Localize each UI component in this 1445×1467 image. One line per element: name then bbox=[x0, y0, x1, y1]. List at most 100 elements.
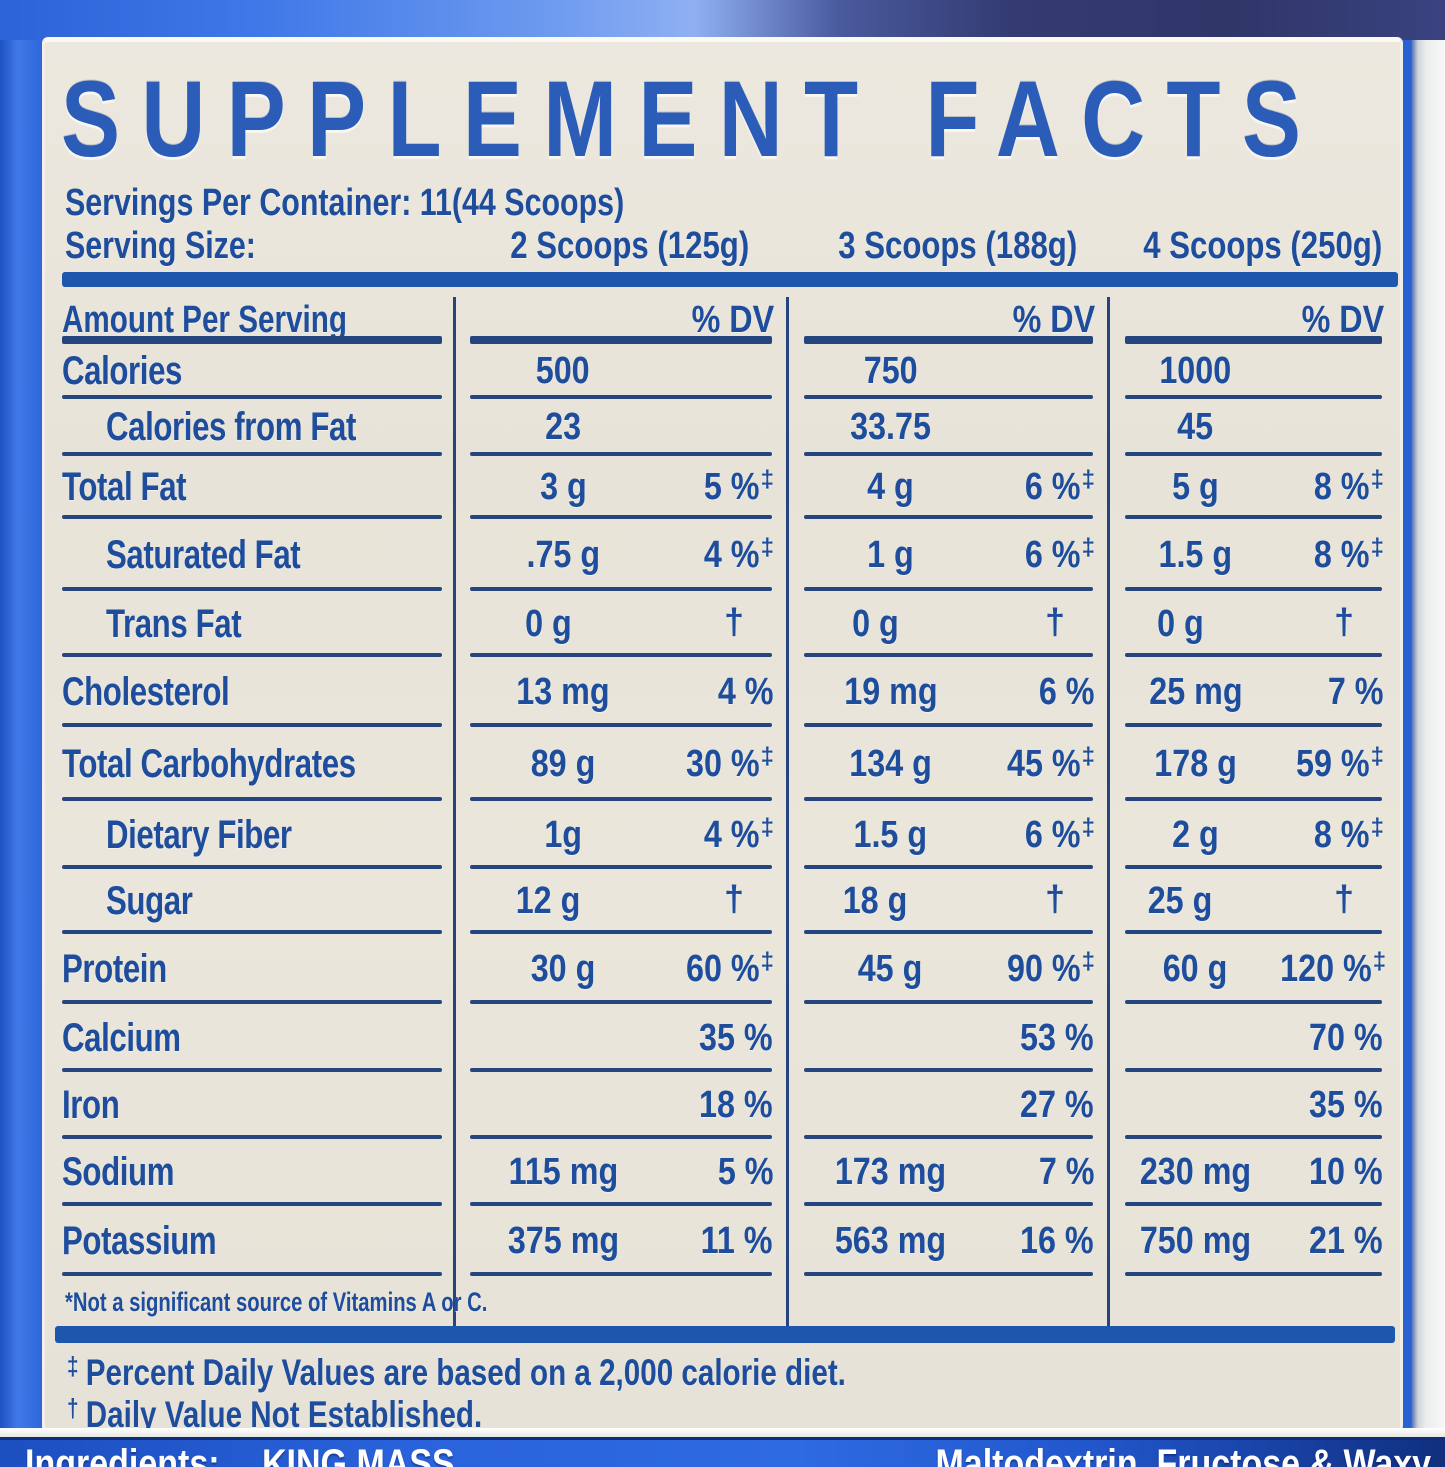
name-cell: Calcium bbox=[62, 1004, 454, 1072]
ingredients-label: Ingredients: bbox=[25, 1442, 220, 1467]
row-separator bbox=[804, 452, 1093, 456]
table-row-calcium: Calcium 35 % 53 % 70 % bbox=[62, 1004, 1398, 1072]
header-divider-bar bbox=[62, 272, 1398, 287]
value-cell-serving-3: 2 g 8 %‡ bbox=[1109, 801, 1398, 869]
table-rows: Calories 500 750 1000 Calories from Fat … bbox=[62, 344, 1398, 1276]
row-separator bbox=[470, 930, 772, 934]
row-separator bbox=[62, 515, 442, 519]
row-separator bbox=[470, 653, 772, 657]
value-cell-serving-1: 35 % bbox=[454, 1004, 788, 1072]
name-cell: Protein bbox=[62, 934, 454, 1004]
value-cell-serving-3: 25 g † bbox=[1109, 869, 1398, 934]
name-cell: Trans Fat bbox=[62, 591, 454, 657]
value-cell-serving-3: 5 g 8 %‡ bbox=[1109, 456, 1398, 519]
name-cell: Saturated Fat bbox=[62, 519, 454, 591]
row-separator bbox=[804, 515, 1093, 519]
row-separator bbox=[1125, 395, 1382, 399]
value-cell-serving-1: 115 mg 5 % bbox=[454, 1139, 788, 1206]
row-separator bbox=[62, 1135, 442, 1139]
value-cell-serving-2: 45 g 90 %‡ bbox=[788, 934, 1109, 1004]
row-separator bbox=[804, 797, 1093, 801]
row-separator bbox=[804, 1135, 1093, 1139]
row-separator bbox=[62, 452, 442, 456]
name-cell: Calories bbox=[62, 344, 454, 399]
row-separator bbox=[62, 723, 442, 727]
row-separator bbox=[470, 1135, 772, 1139]
value-cell-serving-3: 750 mg 21 % bbox=[1109, 1206, 1398, 1276]
table-row-iron: Iron 18 % 27 % 35 % bbox=[62, 1072, 1398, 1139]
table-row-potassium: Potassium 375 mg 11 % 563 mg 16 % 750 mg… bbox=[62, 1206, 1398, 1276]
row-separator bbox=[62, 587, 442, 591]
name-cell: Calories from Fat bbox=[62, 399, 454, 456]
value-cell-serving-2: 1 g 6 %‡ bbox=[788, 519, 1109, 591]
table-row-cholesterol: Cholesterol 13 mg 4 % 19 mg 6 % 25 mg 7 … bbox=[62, 657, 1398, 727]
value-cell-serving-3: 35 % bbox=[1109, 1072, 1398, 1139]
row-separator bbox=[804, 653, 1093, 657]
ingredients-fragment-king-mass: KING MASS bbox=[262, 1442, 455, 1467]
value-cell-serving-3: 45 bbox=[1109, 399, 1398, 456]
row-separator bbox=[1125, 452, 1382, 456]
row-separator bbox=[470, 515, 772, 519]
nutrition-table: Amount Per Serving % DV % DV % DV Calori… bbox=[62, 297, 1398, 1276]
value-cell-serving-3: 0 g † bbox=[1109, 591, 1398, 657]
table-row-calories-from-fat: Calories from Fat 23 33.75 45 bbox=[62, 399, 1398, 456]
value-cell-serving-1: 23 bbox=[454, 399, 788, 456]
row-separator bbox=[62, 1068, 442, 1072]
serving-size-option-1: 2 Scoops (125g) bbox=[510, 225, 750, 267]
column-divider-3 bbox=[1107, 297, 1110, 1326]
row-separator bbox=[1125, 1000, 1382, 1004]
row-separator bbox=[62, 1000, 442, 1004]
row-separator bbox=[62, 1272, 442, 1276]
value-cell-serving-2: 563 mg 16 % bbox=[788, 1206, 1109, 1276]
double-dagger-symbol: ‡ bbox=[67, 1351, 79, 1381]
value-cell-serving-2: 18 g † bbox=[788, 869, 1109, 934]
row-separator bbox=[62, 395, 442, 399]
row-separator bbox=[1125, 653, 1382, 657]
row-separator bbox=[62, 930, 442, 934]
row-separator bbox=[470, 1068, 772, 1072]
row-separator bbox=[804, 1068, 1093, 1072]
row-separator bbox=[1125, 515, 1382, 519]
row-separator bbox=[1125, 930, 1382, 934]
name-cell: Dietary Fiber bbox=[62, 801, 454, 869]
serving-size-label: Serving Size: bbox=[65, 225, 256, 267]
row-separator bbox=[470, 1000, 772, 1004]
row-separator bbox=[1125, 1135, 1382, 1139]
row-separator bbox=[62, 797, 442, 801]
row-separator bbox=[1125, 1068, 1382, 1072]
dv-header-col-2: % DV bbox=[788, 297, 1109, 344]
row-separator bbox=[1125, 797, 1382, 801]
bottle-right-glare bbox=[1398, 0, 1445, 1467]
value-cell-serving-1: 1g 4 %‡ bbox=[454, 801, 788, 869]
value-cell-serving-3: 70 % bbox=[1109, 1004, 1398, 1072]
dv-header-col-3: % DV bbox=[1109, 297, 1398, 344]
row-separator bbox=[1125, 865, 1382, 869]
table-header-row: Amount Per Serving % DV % DV % DV bbox=[62, 297, 1398, 344]
value-cell-serving-2: 53 % bbox=[788, 1004, 1109, 1072]
name-cell: Sodium bbox=[62, 1139, 454, 1206]
value-cell-serving-2: 0 g † bbox=[788, 591, 1109, 657]
value-cell-serving-3: 60 g 120 %‡ bbox=[1109, 934, 1398, 1004]
value-cell-serving-2: 4 g 6 %‡ bbox=[788, 456, 1109, 519]
row-separator bbox=[1125, 1202, 1382, 1206]
value-cell-serving-1: 13 mg 4 % bbox=[454, 657, 788, 727]
table-row-sodium: Sodium 115 mg 5 % 173 mg 7 % 230 mg 10 % bbox=[62, 1139, 1398, 1206]
value-cell-serving-1: .75 g 4 %‡ bbox=[454, 519, 788, 591]
dv-header-col-1: % DV bbox=[454, 297, 788, 344]
value-cell-serving-3: 25 mg 7 % bbox=[1109, 657, 1398, 727]
row-separator bbox=[804, 1202, 1093, 1206]
value-cell-serving-3: 178 g 59 %‡ bbox=[1109, 727, 1398, 801]
supplement-facts-label: SUPPLEMENT FACTS Servings Per Container:… bbox=[42, 37, 1403, 1443]
column-divider-2 bbox=[786, 297, 789, 1326]
row-separator bbox=[1125, 1272, 1382, 1276]
row-separator bbox=[62, 865, 442, 869]
row-separator bbox=[470, 1272, 772, 1276]
value-cell-serving-3: 1000 bbox=[1109, 344, 1398, 399]
column-divider-1 bbox=[453, 297, 456, 1326]
value-cell-serving-2: 19 mg 6 % bbox=[788, 657, 1109, 727]
row-separator bbox=[470, 587, 772, 591]
table-row-trans-fat: Trans Fat 0 g † 0 g † 0 g † bbox=[62, 591, 1398, 657]
value-cell-serving-1: 18 % bbox=[454, 1072, 788, 1139]
table-row-calories: Calories 500 750 1000 bbox=[62, 344, 1398, 399]
value-cell-serving-1: 0 g † bbox=[454, 591, 788, 657]
